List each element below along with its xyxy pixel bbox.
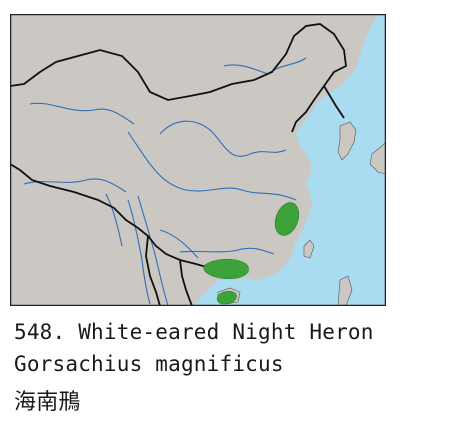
river-west	[29, 102, 135, 125]
philippines-island	[337, 275, 353, 306]
range-hainan	[216, 290, 237, 305]
border-china-north	[10, 23, 347, 133]
river-pearl	[179, 247, 275, 255]
range-map	[10, 14, 386, 306]
border-vietnam	[179, 259, 193, 306]
river-yangtze	[127, 131, 297, 201]
river-salween	[137, 195, 169, 306]
range-layer	[203, 202, 300, 305]
map-frame-border	[10, 14, 386, 306]
river-tibet-1	[23, 178, 127, 193]
river-tibet-2	[105, 193, 123, 247]
river-red	[159, 229, 199, 259]
border-indochina	[145, 235, 161, 306]
species-chinese-name: 海南鳽	[14, 390, 81, 415]
borders-layer	[10, 23, 347, 306]
japan-island	[369, 141, 386, 175]
taiwan-island	[303, 239, 315, 259]
river-mekong	[127, 199, 151, 305]
species-number-name: 548. White-eared Night Heron	[14, 320, 374, 344]
korea-peninsula	[337, 121, 357, 161]
china-map-svg	[10, 14, 386, 306]
river-yellow	[159, 120, 287, 157]
range-south-china	[203, 258, 249, 280]
river-heilong	[223, 64, 269, 75]
rivers-layer	[23, 57, 307, 306]
border-korea	[323, 85, 345, 119]
species-scientific-name: Gorsachius magnificus	[14, 352, 284, 376]
range-east-china	[274, 202, 300, 236]
border-china-west-south	[10, 163, 211, 269]
